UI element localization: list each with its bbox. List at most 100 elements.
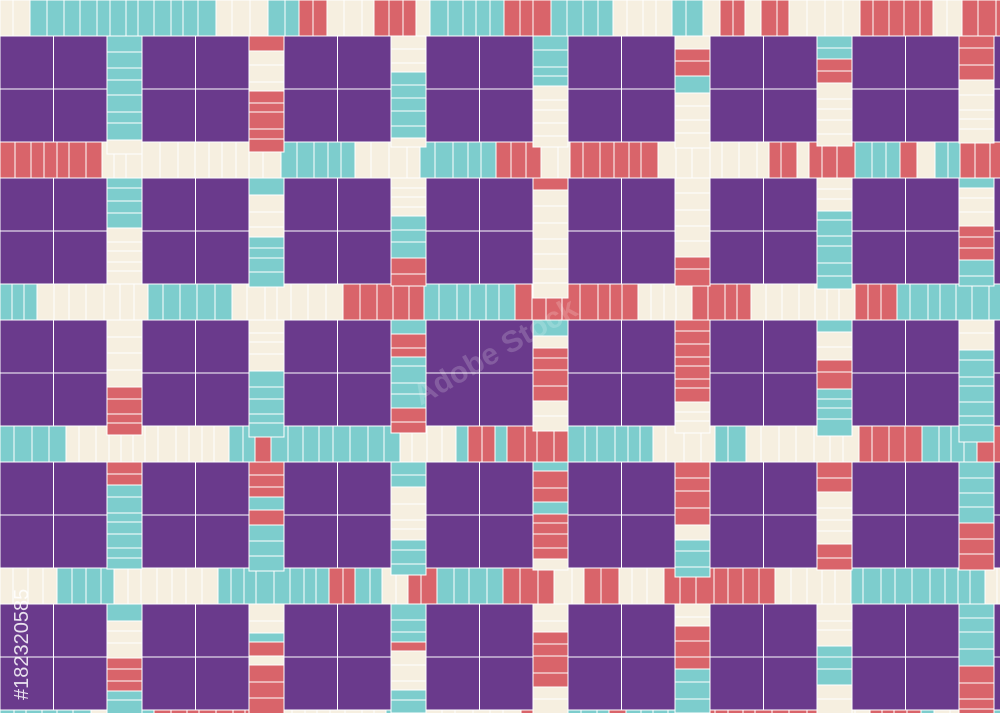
tile bbox=[185, 567, 203, 605]
tile bbox=[763, 372, 818, 427]
tile bbox=[197, 0, 217, 37]
tile bbox=[652, 425, 667, 463]
tile bbox=[290, 283, 309, 321]
tile bbox=[182, 0, 199, 37]
tile bbox=[567, 656, 622, 711]
tile bbox=[141, 514, 196, 569]
tile bbox=[609, 283, 623, 321]
tile bbox=[709, 141, 723, 179]
tile bbox=[159, 141, 179, 179]
tile bbox=[721, 141, 740, 179]
tile bbox=[993, 514, 1000, 569]
tile bbox=[53, 283, 70, 321]
tile bbox=[639, 425, 654, 463]
tile bbox=[888, 0, 905, 37]
tile bbox=[709, 88, 764, 143]
tile bbox=[816, 698, 853, 713]
tile bbox=[390, 603, 427, 621]
tile bbox=[106, 319, 143, 338]
tile bbox=[709, 514, 764, 569]
tile bbox=[628, 141, 642, 179]
tile bbox=[106, 94, 143, 113]
tile bbox=[532, 177, 569, 191]
tile bbox=[248, 620, 285, 634]
tile bbox=[795, 425, 815, 463]
tile bbox=[674, 240, 711, 258]
tile bbox=[958, 359, 995, 378]
tile bbox=[337, 603, 392, 658]
tile bbox=[467, 141, 482, 179]
tile bbox=[248, 319, 285, 334]
tile bbox=[467, 425, 483, 463]
tile bbox=[640, 141, 659, 179]
tile bbox=[390, 503, 427, 521]
tile bbox=[958, 236, 995, 249]
tile bbox=[674, 507, 711, 526]
tile bbox=[816, 275, 853, 290]
tile bbox=[141, 88, 196, 143]
tile bbox=[462, 0, 477, 37]
tile bbox=[719, 0, 734, 37]
tile bbox=[298, 0, 314, 37]
tile bbox=[674, 524, 711, 541]
tile bbox=[157, 425, 177, 463]
tile bbox=[816, 530, 853, 545]
tile bbox=[671, 0, 687, 37]
tile bbox=[475, 0, 491, 37]
tile bbox=[674, 566, 711, 578]
tile bbox=[872, 0, 890, 37]
tile bbox=[657, 141, 677, 179]
tile bbox=[566, 0, 584, 37]
tile bbox=[287, 425, 304, 463]
tile bbox=[0, 656, 54, 711]
tile bbox=[106, 177, 143, 189]
tile bbox=[156, 567, 173, 605]
tile bbox=[880, 567, 896, 605]
tile bbox=[851, 88, 906, 143]
tile bbox=[195, 656, 250, 711]
tile bbox=[201, 425, 215, 463]
tile bbox=[816, 645, 853, 658]
tile bbox=[248, 81, 285, 92]
tile bbox=[958, 415, 995, 426]
tile bbox=[816, 219, 853, 237]
tile bbox=[674, 411, 711, 422]
tile bbox=[188, 425, 203, 463]
tile bbox=[373, 0, 390, 37]
tile bbox=[337, 461, 392, 516]
tile bbox=[141, 141, 161, 179]
tile bbox=[631, 567, 648, 605]
tile bbox=[896, 283, 911, 321]
tile bbox=[195, 35, 250, 90]
tile bbox=[68, 141, 87, 179]
tile bbox=[0, 425, 15, 463]
tile bbox=[195, 514, 250, 569]
tile bbox=[532, 99, 569, 111]
tile bbox=[851, 35, 906, 90]
tile bbox=[369, 567, 383, 605]
tile bbox=[714, 425, 729, 463]
tile bbox=[0, 230, 54, 285]
tile bbox=[425, 603, 480, 658]
tile bbox=[993, 177, 1000, 232]
tile bbox=[702, 0, 721, 37]
tile bbox=[235, 141, 250, 179]
tile bbox=[29, 0, 48, 37]
tile bbox=[958, 225, 995, 238]
tile bbox=[674, 48, 711, 62]
tile bbox=[140, 567, 158, 605]
tile bbox=[248, 50, 285, 66]
tile bbox=[958, 477, 995, 494]
tile bbox=[390, 474, 427, 488]
tile bbox=[854, 141, 873, 179]
tile bbox=[532, 415, 569, 432]
tile bbox=[43, 141, 58, 179]
tile bbox=[834, 567, 852, 605]
tile bbox=[106, 187, 143, 202]
tile bbox=[614, 425, 629, 463]
tile bbox=[854, 283, 869, 321]
tile bbox=[851, 514, 906, 569]
tile bbox=[905, 88, 960, 143]
tile bbox=[816, 82, 853, 100]
